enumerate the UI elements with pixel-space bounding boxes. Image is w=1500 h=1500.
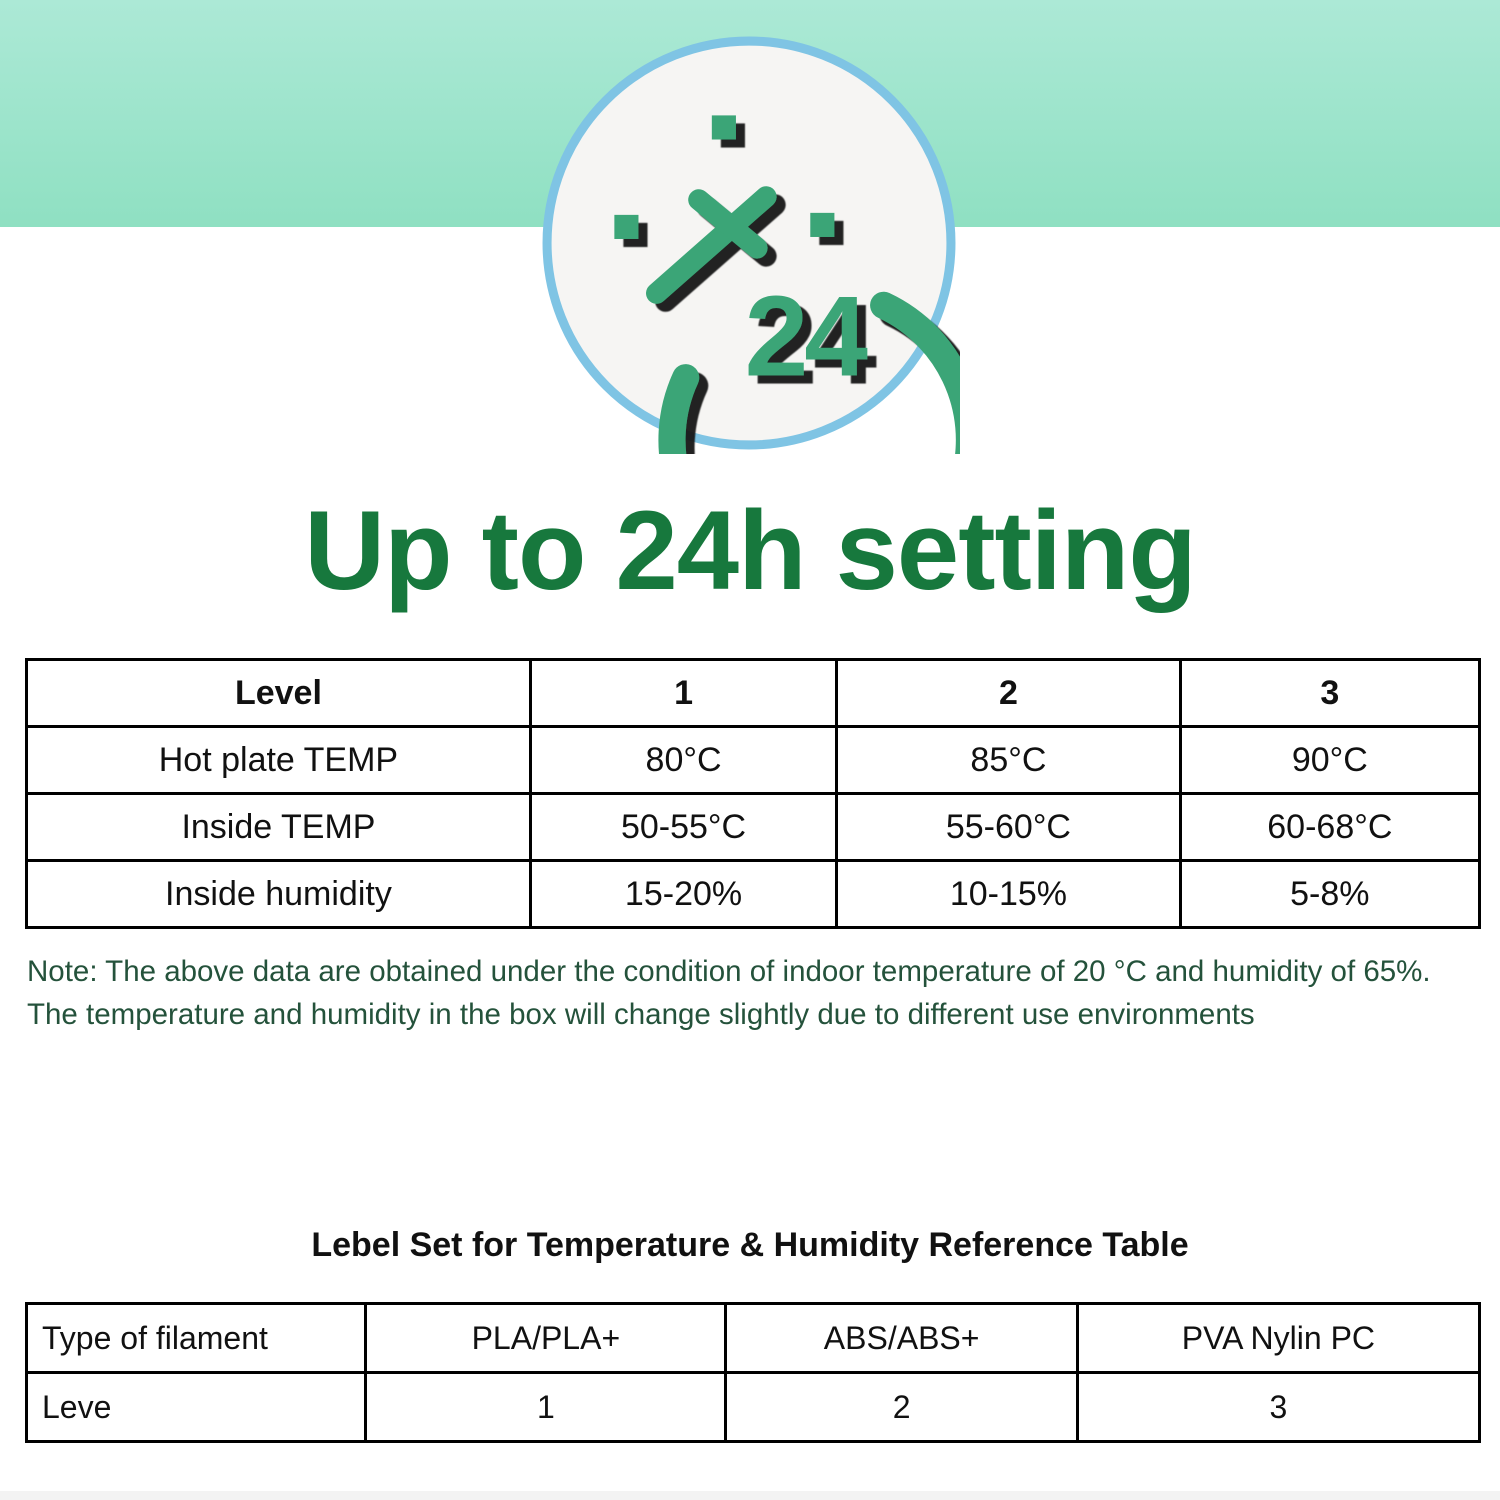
row-label: Inside humidity — [25, 859, 532, 929]
bottom-strip — [0, 1491, 1500, 1500]
value-cell: 55-60°C — [835, 792, 1182, 862]
note-line-1: Note: The above data are obtained under … — [27, 955, 1431, 988]
icon-24-label: 24 — [745, 273, 869, 401]
value-cell: 10-15% — [835, 859, 1182, 929]
value-cell: 3 — [1075, 1371, 1482, 1443]
clock-tick-left — [614, 214, 639, 239]
settings-table: Level 1 2 3 Hot plate TEMP 80°C 85°C 90°… — [25, 658, 1482, 929]
value-cell: 2 — [724, 1371, 1079, 1443]
note-line-2: The temperature and humidity in the box … — [27, 998, 1255, 1031]
value-cell: 85°C — [835, 725, 1182, 795]
row-label: Hot plate TEMP — [25, 725, 532, 795]
clock-hand-short — [688, 189, 768, 259]
clock-24h-svg: 24 — [542, 36, 983, 603]
clock-hand-long — [646, 186, 777, 304]
filament-header-row: Type of filament PLA/PLA+ ABS/ABS+ PVA N… — [24, 1302, 1482, 1374]
value-cell: 1 — [364, 1371, 728, 1443]
table-row-inside-temp: Inside TEMP 50-55°C 55-60°C 60-68°C — [25, 792, 1482, 862]
table-row-hot-plate-temp: Hot plate TEMP 80°C 85°C 90°C — [25, 725, 1482, 795]
clock-tick-top — [711, 115, 736, 140]
table-row-inside-humidity: Inside humidity 15-20% 10-15% 5-8% — [25, 859, 1482, 929]
reference-table-title: Lebel Set for Temperature & Humidity Ref… — [311, 1226, 1189, 1264]
header-cell-2: 2 — [835, 658, 1182, 728]
page-title: Up to 24h setting — [304, 488, 1196, 613]
header-cell-abs: ABS/ABS+ — [724, 1302, 1079, 1374]
row-label: Inside TEMP — [25, 792, 532, 862]
value-cell: 80°C — [528, 725, 839, 795]
value-cell: 60-68°C — [1178, 792, 1482, 862]
filament-table: Type of filament PLA/PLA+ ABS/ABS+ PVA N… — [24, 1302, 1482, 1443]
value-cell: 15-20% — [528, 859, 839, 929]
header-cell-pla: PLA/PLA+ — [364, 1302, 728, 1374]
header-cell-pva: PVA Nylin PC — [1075, 1302, 1482, 1374]
clock-tick-right — [810, 212, 835, 237]
value-cell: 50-55°C — [528, 792, 839, 862]
value-cell: 5-8% — [1178, 859, 1482, 929]
value-cell: 90°C — [1178, 725, 1482, 795]
table-row-level: Leve 1 2 3 — [24, 1371, 1482, 1443]
row-label: Leve — [24, 1371, 368, 1443]
clock-24h-icon: 24 — [538, 32, 983, 603]
header-cell-1: 1 — [528, 658, 839, 728]
header-cell-level: Level — [25, 658, 532, 728]
header-cell-3: 3 — [1178, 658, 1482, 728]
header-cell-filament-type: Type of filament — [24, 1302, 368, 1374]
note-text: Note: The above data are obtained under … — [27, 950, 1477, 1036]
settings-header-row: Level 1 2 3 — [25, 658, 1482, 728]
